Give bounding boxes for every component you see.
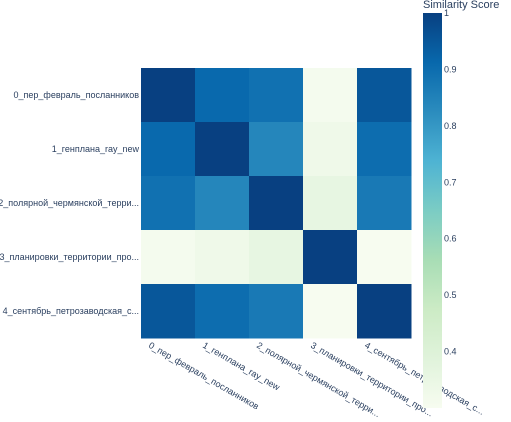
heatmap-cell-2-0	[141, 176, 196, 231]
heatmap-cell-4-4	[357, 284, 412, 339]
heatmap-cell-3-4	[357, 230, 412, 285]
heatmap-cell-0-1	[195, 68, 250, 123]
y-tick-label: 2_полярной_чермянской_терри...	[0, 198, 139, 208]
heatmap-cell-0-4	[357, 68, 412, 123]
heatmap-cell-4-0	[141, 284, 196, 339]
heatmap-cells	[141, 68, 412, 339]
y-tick-labels: 0_пер_февраль_посланников 1_генплана_ray_…	[0, 90, 139, 316]
colorbar-tick-label: 0.8	[444, 121, 457, 131]
heatmap-cell-1-2	[249, 122, 304, 177]
heatmap-cell-2-1	[195, 176, 250, 231]
colorbar-tick-label: 0.6	[444, 234, 457, 244]
heatmap-cell-2-2	[249, 176, 304, 231]
heatmap-cell-2-3	[303, 176, 358, 231]
heatmap-cell-1-0	[141, 122, 196, 177]
heatmap-cell-2-4	[357, 176, 412, 231]
x-tick-label: 0_пер_февраль_посланников	[147, 340, 261, 412]
colorbar-tick-label: 0.5	[444, 290, 457, 300]
y-tick-label: 1_генплана_ray_new	[52, 144, 140, 154]
heatmap-cell-0-2	[249, 68, 304, 123]
y-tick-label: 0_пер_февраль_посланников	[14, 90, 140, 100]
colorbar-gradient	[423, 13, 442, 408]
colorbar-tick-label: 1	[444, 8, 449, 18]
heatmap-cell-4-2	[249, 284, 304, 339]
heatmap-cell-1-1	[195, 122, 250, 177]
heatmap-cell-4-3	[303, 284, 358, 339]
colorbar-tick-label: 0.4	[444, 347, 457, 357]
y-tick-label: 4_сентябрь_петрозаводская_с...	[3, 306, 139, 316]
heatmap-cell-3-3	[303, 230, 358, 285]
colorbar-tick-label: 0.9	[444, 64, 457, 74]
y-tick-label: 3_планировки_территории_про...	[0, 252, 139, 262]
heatmap-cell-3-2	[249, 230, 304, 285]
heatmap-cell-4-1	[195, 284, 250, 339]
colorbar-title: Similarity Score	[423, 0, 499, 11]
colorbar-ticks: 0.4 0.5 0.6 0.7 0.8 0.9 1	[444, 8, 457, 357]
heatmap-cell-3-0	[141, 230, 196, 285]
heatmap-cell-0-3	[303, 68, 358, 123]
heatmap-cell-1-4	[357, 122, 412, 177]
heatmap-cell-0-0	[141, 68, 196, 123]
heatmap-cell-1-3	[303, 122, 358, 177]
heatmap-cell-3-1	[195, 230, 250, 285]
colorbar: Similarity Score 0.4 0.5 0.6 0.7 0.8 0.9 1	[423, 0, 499, 408]
colorbar-tick-label: 0.7	[444, 177, 457, 187]
